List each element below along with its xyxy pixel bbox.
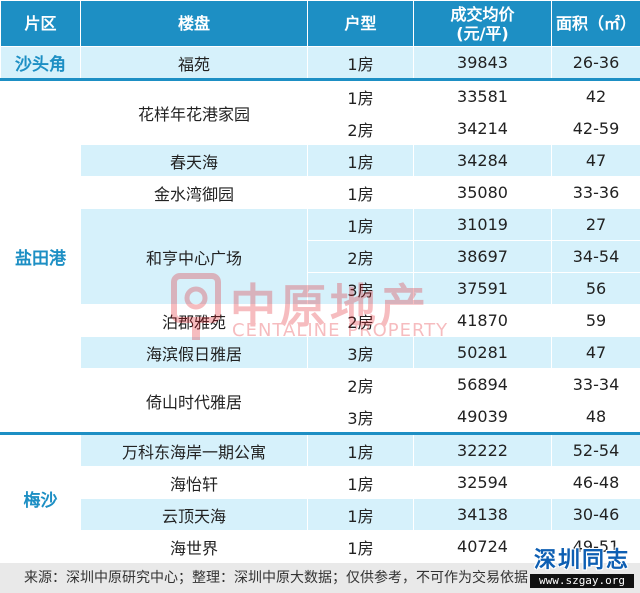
table-row: 2房 34214 42-59 bbox=[1, 112, 640, 145]
price-cell: 33581 bbox=[413, 78, 552, 113]
type-cell: 3房 bbox=[307, 336, 414, 369]
price-cell: 39843 bbox=[413, 46, 552, 80]
area-cell: 33-34 bbox=[551, 368, 640, 401]
project-cell: 万科东海岸一期公寓 bbox=[80, 432, 308, 467]
price-cell: 32594 bbox=[413, 466, 552, 499]
table-row: 海滨假日雅居 3房 50281 47 bbox=[1, 336, 640, 369]
project-cell: 海世界 bbox=[80, 530, 308, 563]
table-row: 海世界 1房 40724 49-51 bbox=[1, 530, 640, 563]
type-cell: 1房 bbox=[307, 144, 414, 177]
project-cell: 花样年花港家园 bbox=[80, 78, 308, 145]
area-cell: 42-59 bbox=[551, 112, 640, 145]
type-cell: 1房 bbox=[307, 530, 414, 563]
type-cell: 1房 bbox=[307, 498, 414, 531]
district-cell: 梅沙 bbox=[0, 432, 81, 563]
type-cell: 3房 bbox=[307, 400, 414, 434]
area-cell: 47 bbox=[551, 144, 640, 177]
price-cell: 49039 bbox=[413, 400, 552, 434]
type-cell: 2房 bbox=[307, 240, 414, 273]
table-row: 海怡轩 1房 32594 46-48 bbox=[1, 466, 640, 499]
price-cell: 31019 bbox=[413, 208, 552, 241]
price-table: 片区 楼盘 户型 成交均价 (元/平) 面积（㎡） 沙头角 福苑 1房 3984… bbox=[0, 0, 640, 563]
district-cell: 沙头角 bbox=[0, 46, 81, 80]
type-cell: 1房 bbox=[307, 208, 414, 241]
table-row: 春天海 1房 34284 47 bbox=[1, 144, 640, 177]
area-cell: 49-51 bbox=[551, 530, 640, 563]
table-row: 和亨中心广场 1房 31019 27 bbox=[1, 208, 640, 305]
area-cell: 59 bbox=[551, 304, 640, 337]
project-cell: 春天海 bbox=[80, 144, 308, 177]
table-row: 倚山时代雅居 2房 56894 33-34 bbox=[1, 368, 640, 434]
type-cell: 2房 bbox=[307, 368, 414, 401]
type-cell: 1房 bbox=[307, 466, 414, 499]
header-unit-type: 户型 bbox=[307, 0, 414, 47]
price-cell: 34138 bbox=[413, 498, 552, 531]
header-district: 片区 bbox=[0, 0, 81, 47]
area-cell: 52-54 bbox=[551, 432, 640, 467]
table-row: 泊郡雅苑 2房 41870 59 bbox=[1, 304, 640, 337]
type-cell: 1房 bbox=[307, 46, 414, 80]
table-row: 沙头角 福苑 1房 39843 26-36 bbox=[0, 46, 640, 80]
header-row: 片区 楼盘 户型 成交均价 (元/平) 面积（㎡） bbox=[0, 0, 640, 47]
table-row: 2房 38697 34-54 bbox=[1, 240, 640, 273]
price-cell: 32222 bbox=[413, 432, 552, 467]
area-cell: 47 bbox=[551, 336, 640, 369]
price-cell: 50281 bbox=[413, 336, 552, 369]
area-cell: 42 bbox=[551, 78, 640, 113]
price-cell: 34214 bbox=[413, 112, 552, 145]
price-cell: 56894 bbox=[413, 368, 552, 401]
area-cell: 46-48 bbox=[551, 466, 640, 499]
project-cell: 金水湾御园 bbox=[80, 176, 308, 209]
table-row: 金水湾御园 1房 35080 33-36 bbox=[1, 176, 640, 209]
header-price: 成交均价 (元/平) bbox=[413, 0, 552, 47]
project-cell: 福苑 bbox=[80, 46, 308, 80]
price-cell: 40724 bbox=[413, 530, 552, 563]
project-cell: 云顶天海 bbox=[80, 498, 308, 531]
project-cell: 泊郡雅苑 bbox=[80, 304, 308, 337]
table-row: 3房 37591 56 bbox=[1, 272, 640, 305]
project-cell: 海怡轩 bbox=[80, 466, 308, 499]
area-cell: 48 bbox=[551, 400, 640, 434]
type-cell: 2房 bbox=[307, 304, 414, 337]
area-cell: 26-36 bbox=[551, 46, 640, 80]
price-cell: 35080 bbox=[413, 176, 552, 209]
price-cell: 37591 bbox=[413, 272, 552, 305]
project-cell: 和亨中心广场 bbox=[80, 208, 308, 305]
table-row: 3房 49039 48 bbox=[1, 400, 640, 434]
type-cell: 1房 bbox=[307, 176, 414, 209]
table-row: 云顶天海 1房 34138 30-46 bbox=[1, 498, 640, 531]
area-cell: 34-54 bbox=[551, 240, 640, 273]
project-cell: 倚山时代雅居 bbox=[80, 368, 308, 434]
brand-name: 深圳同志 bbox=[533, 548, 630, 573]
header-area: 面积（㎡） bbox=[551, 0, 640, 47]
price-cell: 41870 bbox=[413, 304, 552, 337]
header-project: 楼盘 bbox=[80, 0, 308, 47]
price-cell: 38697 bbox=[413, 240, 552, 273]
type-cell: 2房 bbox=[307, 112, 414, 145]
table-row: 盐田港 花样年花港家园 1房 33581 42 bbox=[0, 78, 640, 434]
project-cell: 海滨假日雅居 bbox=[80, 336, 308, 369]
brand-url: www.szgay.org bbox=[530, 574, 634, 588]
price-cell: 34284 bbox=[413, 144, 552, 177]
district-cell: 盐田港 bbox=[0, 78, 81, 434]
table-row: 梅沙 万科东海岸一期公寓 1房 32222 52-54 bbox=[0, 432, 640, 563]
type-cell: 3房 bbox=[307, 272, 414, 305]
area-cell: 33-36 bbox=[551, 176, 640, 209]
area-cell: 30-46 bbox=[551, 498, 640, 531]
site-brand: 深圳同志 www.szgay.org bbox=[530, 548, 634, 590]
area-cell: 56 bbox=[551, 272, 640, 305]
type-cell: 1房 bbox=[307, 432, 414, 467]
type-cell: 1房 bbox=[307, 78, 414, 113]
area-cell: 27 bbox=[551, 208, 640, 241]
